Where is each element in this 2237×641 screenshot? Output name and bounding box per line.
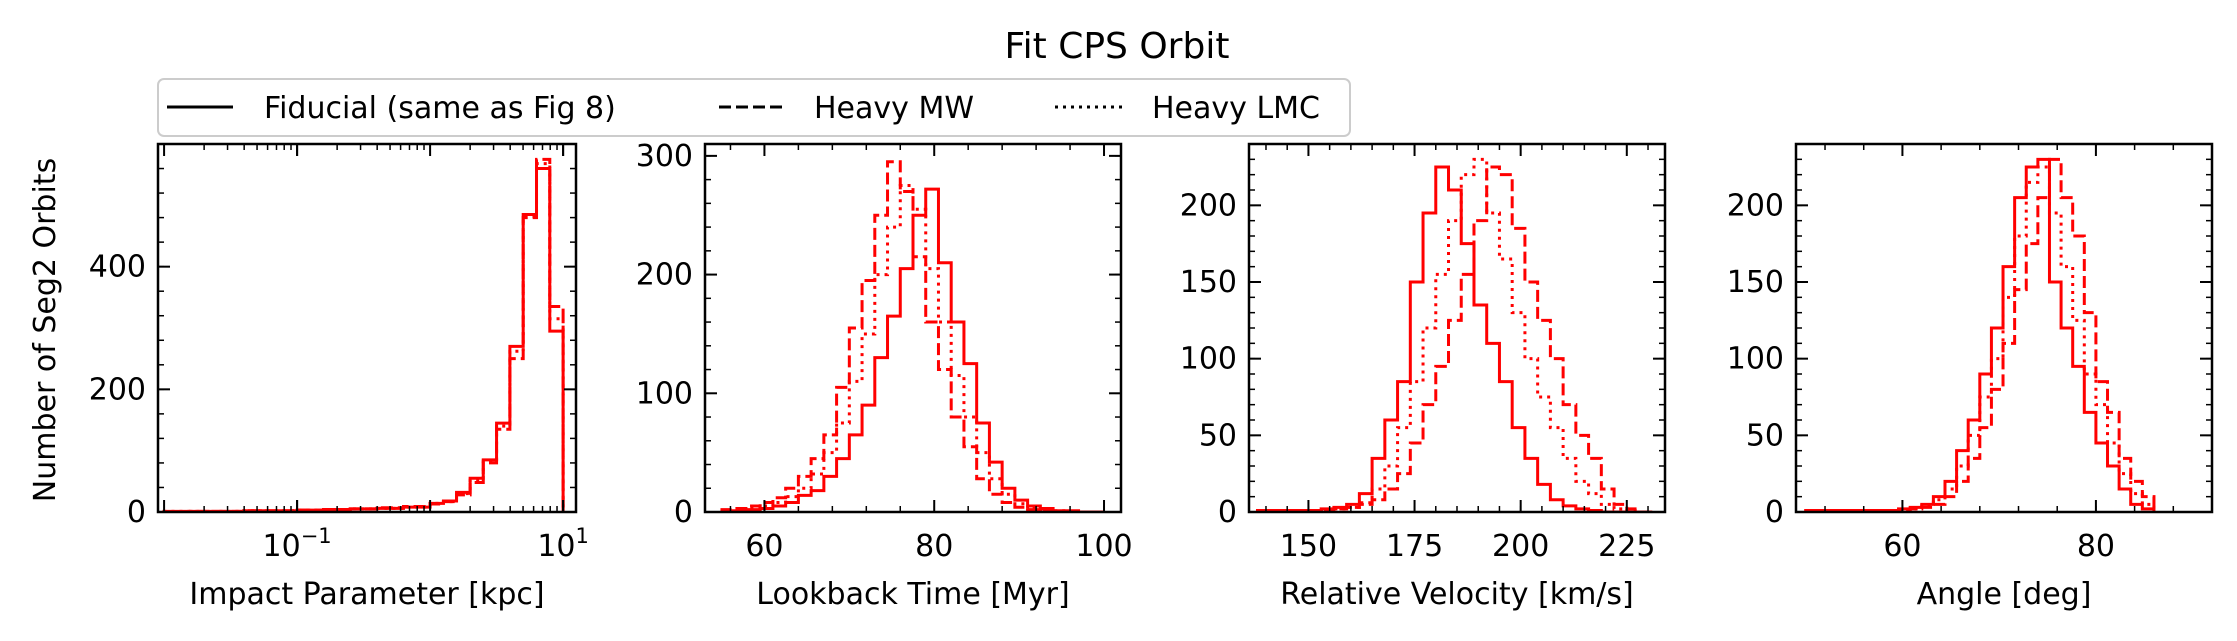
y-tick-label: 50 [1746, 418, 1784, 453]
y-axis-label: Number of Seg2 Orbits [28, 158, 63, 502]
histogram-series-dotted-panel-1 [162, 162, 565, 512]
y-tick-label: 0 [674, 495, 693, 530]
y-tick-label: 100 [1180, 342, 1237, 377]
histogram-series-solid-panel-1 [162, 167, 565, 512]
histogram-series-solid-panel-2 [720, 187, 1105, 512]
panels: 0 200 400 10−1 101 Impact Parameter [kpc] 0 100… [89, 139, 2214, 612]
y-tick-label: 200 [636, 258, 693, 293]
x-tick-label: 10−1 [263, 524, 332, 564]
histogram-panel-4: 0 50 100 150 200 60 80 Angle [deg] [1727, 142, 2214, 612]
legend-label-fiducial: Fiducial (same as Fig 8) [264, 91, 616, 126]
legend-label-heavy-mw: Heavy MW [814, 91, 974, 126]
y-tick-label: 400 [89, 250, 146, 285]
histogram-panel-3: 0 50 100 150 200 150 175 200 225 Relative Velocit… [1180, 142, 1667, 612]
figure-title: Fit CPS Orbit [1005, 26, 1230, 67]
histogram-series-dashed-panel-2 [720, 160, 1105, 512]
y-tick-label: 150 [1727, 265, 1784, 300]
histogram-series-dashed-panel-3 [1257, 165, 1653, 512]
y-tick-label: 300 [636, 139, 693, 174]
x-tick-label: 80 [2077, 529, 2115, 564]
y-tick-label: 0 [1218, 495, 1237, 530]
x-axis-label: Angle [deg] [1917, 577, 2092, 612]
y-tick-label: 200 [1727, 188, 1784, 223]
x-tick-label: 175 [1386, 529, 1443, 564]
axes-frame-panel-1 [156, 142, 578, 514]
x-axis-label: Relative Velocity [km/s] [1280, 577, 1633, 612]
y-tick-label: 200 [89, 372, 146, 407]
x-axis-label: Lookback Time [Myr] [756, 577, 1069, 612]
histogram-series-dotted-panel-4 [1805, 165, 2156, 512]
histogram-series-dashed-panel-4 [1805, 157, 2156, 512]
histogram-panel-1: 0 200 400 10−1 101 Impact Parameter [kpc] [89, 142, 589, 612]
y-tick-label: 0 [1765, 495, 1784, 530]
legend: Fiducial (same as Fig 8) Heavy MW Heavy … [157, 78, 1351, 137]
x-tick-label: 150 [1280, 529, 1337, 564]
legend-label-heavy-lmc: Heavy LMC [1152, 91, 1320, 126]
axes-frame-panel-3 [1247, 142, 1667, 514]
y-tick-label: 150 [1180, 265, 1237, 300]
x-tick-label: 200 [1492, 529, 1549, 564]
histogram-series-solid-panel-3 [1255, 165, 1653, 512]
x-tick-label: 100 [1075, 529, 1132, 564]
x-tick-label: 101 [537, 524, 589, 564]
x-tick-label: 60 [745, 529, 783, 564]
y-tick-label: 200 [1180, 188, 1237, 223]
y-tick-label: 50 [1199, 418, 1237, 453]
histogram-series-dotted-panel-2 [720, 184, 1105, 512]
y-tick-label: 100 [636, 376, 693, 411]
histogram-series-dashed-panel-1 [164, 157, 565, 512]
x-tick-label: 225 [1598, 529, 1655, 564]
y-tick-label: 100 [1727, 342, 1784, 377]
y-tick-label: 0 [127, 495, 146, 530]
x-tick-label: 80 [915, 529, 953, 564]
axes-frame-panel-2 [703, 142, 1123, 514]
x-axis-label: Impact Parameter [kpc] [189, 577, 544, 612]
x-tick-label: 60 [1883, 529, 1921, 564]
histogram-series-solid-panel-4 [1804, 157, 2156, 512]
